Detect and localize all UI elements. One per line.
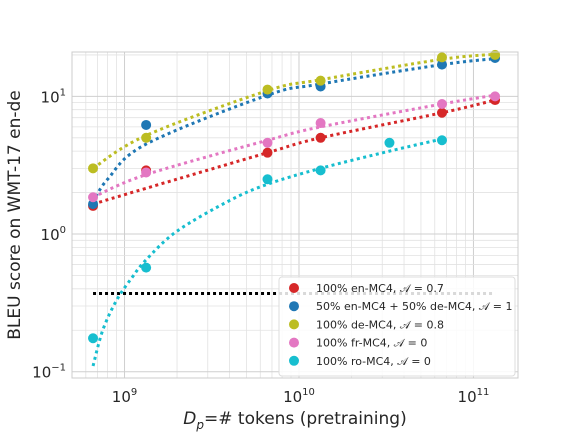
data-point-series-4 <box>88 333 99 344</box>
legend-label: 100% fr-MC4, 𝒜 = 0 <box>316 337 427 350</box>
x-axis-label-rest: =# tokens (pretraining) <box>204 409 407 429</box>
legend-box <box>278 276 516 377</box>
x-axis-label-main: D <box>183 409 196 429</box>
legend-marker <box>289 301 299 312</box>
data-point-series-4 <box>262 174 273 185</box>
data-point-series-2 <box>262 84 273 95</box>
y-axis-label: BLEU score on WMT-17 en-de <box>5 90 25 339</box>
x-axis-label: Dp=# tokens (pretraining) <box>183 409 406 432</box>
legend-label: 100% en-MC4, 𝒜 = 0.7 <box>316 282 444 295</box>
data-point-series-3 <box>262 137 273 148</box>
x-tick-label: 109 <box>112 387 137 406</box>
data-point-series-4 <box>315 165 326 176</box>
data-point-series-2 <box>315 75 326 86</box>
x-axis-label-sub: p <box>195 418 204 432</box>
data-points <box>88 49 501 344</box>
legend-marker <box>289 337 299 348</box>
data-point-series-0 <box>436 107 447 118</box>
data-point-series-3 <box>141 167 152 178</box>
tick-labels: 109 1010 1011 10−1 100 101 <box>32 87 489 406</box>
plot-frame <box>71 51 519 379</box>
data-point-series-3 <box>88 192 99 203</box>
data-point-series-4 <box>141 262 152 273</box>
data-point-series-2 <box>88 163 99 174</box>
data-point-series-0 <box>315 132 326 143</box>
data-point-series-3 <box>315 118 326 129</box>
data-point-series-3 <box>436 99 447 110</box>
data-point-series-2 <box>436 52 447 63</box>
y-tick-label: 100 <box>41 225 66 244</box>
data-point-series-1 <box>88 199 99 210</box>
data-point-series-1 <box>436 59 447 70</box>
data-point-series-4 <box>384 137 395 148</box>
legend-label: 100% ro-MC4, 𝒜 = 0 <box>316 355 431 368</box>
legend-marker <box>289 319 299 330</box>
y-tick-label: 101 <box>41 87 66 106</box>
y-tick-label: 10−1 <box>32 363 66 382</box>
legend-marker <box>289 283 299 293</box>
legend-label: 50% en-MC4 + 50% de-MC4, 𝒜 = 1 <box>316 300 512 313</box>
data-point-series-0 <box>262 147 273 158</box>
data-point-series-3 <box>490 91 501 102</box>
data-point-series-2 <box>141 132 152 143</box>
data-point-series-2 <box>490 49 501 60</box>
legend-label: 100% de-MC4, 𝒜 = 0.8 <box>316 318 444 331</box>
legend-marker <box>289 355 299 366</box>
x-tick-label: 1011 <box>458 387 490 406</box>
data-point-series-4 <box>436 135 447 146</box>
x-tick-label: 1010 <box>283 387 315 406</box>
data-point-series-1 <box>141 119 152 130</box>
fit-line-series-4 <box>91 137 443 367</box>
legend: 100% en-MC4, 𝒜 = 0.7 50% en-MC4 + 50% de-… <box>278 276 516 377</box>
fit-line-series-0 <box>92 98 496 206</box>
